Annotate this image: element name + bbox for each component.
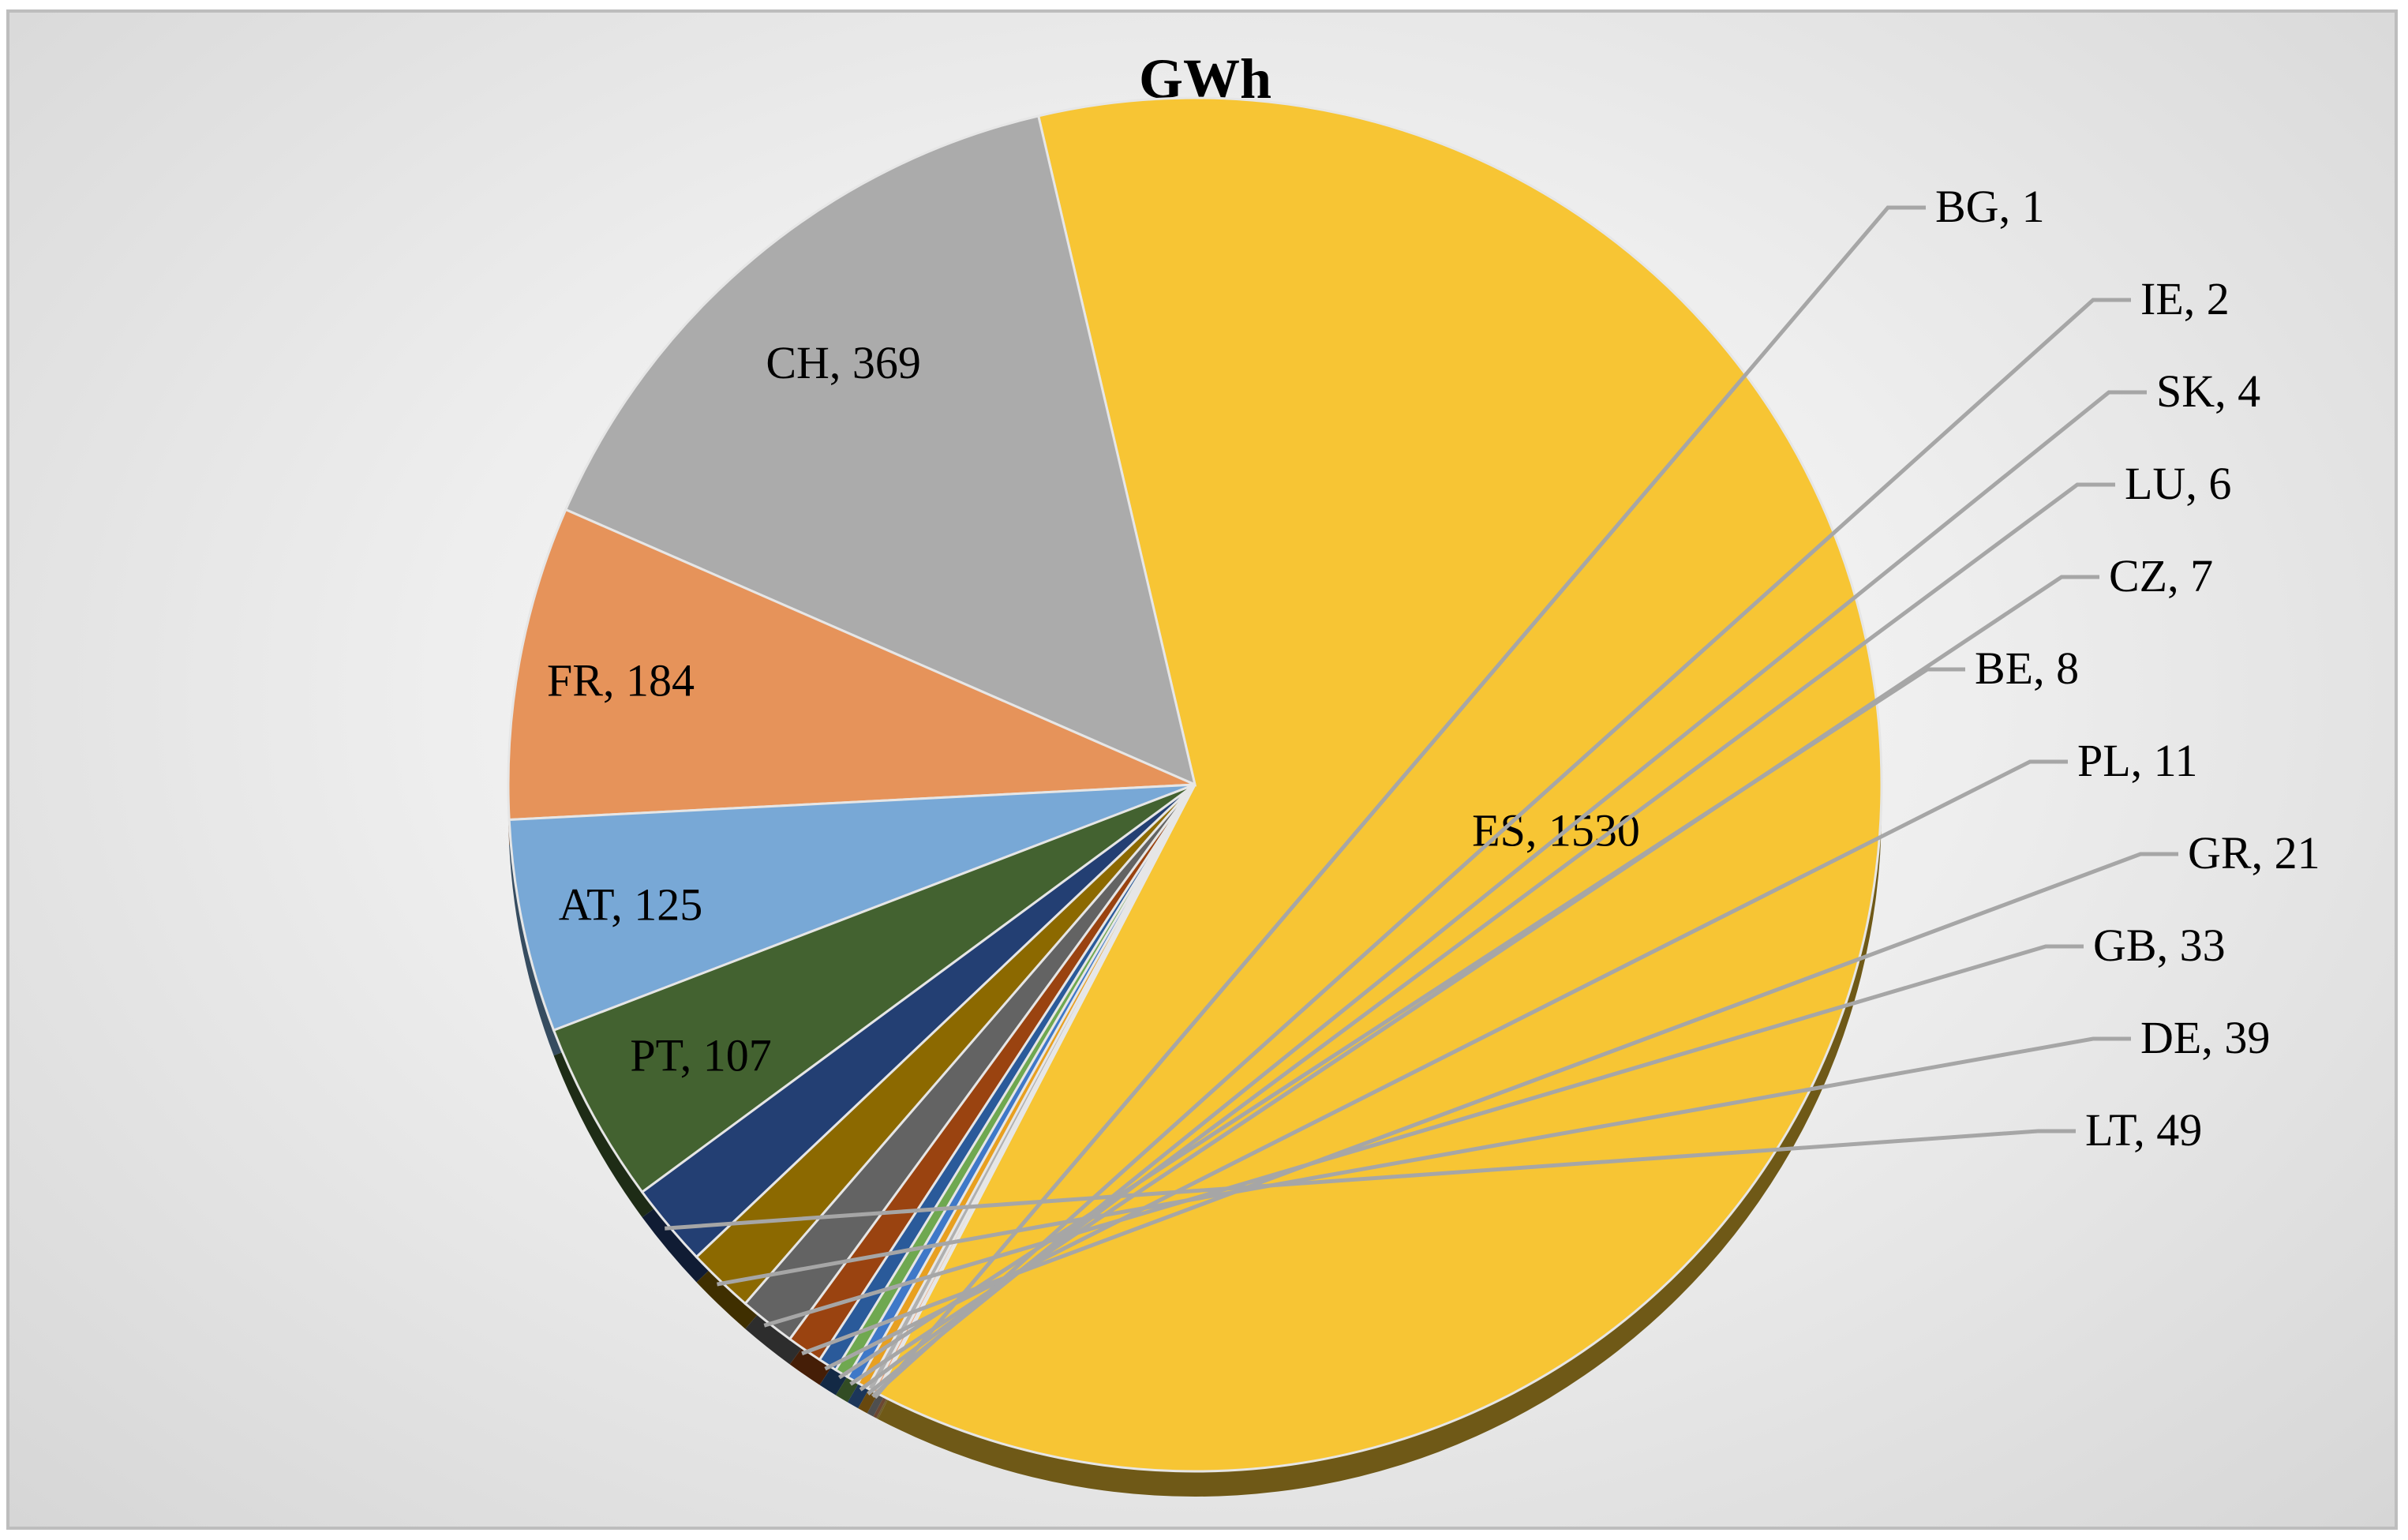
outer-labels: BG, 1 IE, 2 SK, 4 LU, 6 CZ, 7 BE, 8 PL, 11 GR, … (665, 181, 2320, 1399)
slice-label-at: AT, 125 (559, 879, 703, 930)
outer-label-lt: LT, 49 (2085, 1104, 2202, 1156)
outer-label-ie: IE, 2 (2140, 273, 2230, 324)
slice-ch (564, 114, 1197, 787)
slice-pt (552, 783, 1196, 1194)
outer-label-bg: BG, 1 (1935, 181, 2045, 232)
slice-at (507, 783, 1196, 1032)
slice-fr (507, 508, 1196, 822)
slice-label-fr: FR, 184 (547, 654, 695, 706)
slice-label-ch: CH, 369 (766, 337, 921, 388)
leader-line-bg (873, 205, 1926, 1399)
outer-label-pl: PL, 11 (2077, 735, 2198, 786)
leader-line-lt (665, 1129, 2076, 1231)
outer-label-cz: CZ, 7 (2109, 550, 2213, 601)
leader-line-de (717, 1036, 2131, 1287)
outer-label-gb: GB, 33 (2093, 920, 2226, 971)
outer-label-sk: SK, 4 (2156, 365, 2260, 417)
outer-label-be: BE, 8 (1975, 643, 2079, 694)
leader-line-lu (859, 482, 2115, 1392)
leader-line-ie (871, 298, 2131, 1398)
outer-label-gr: GR, 21 (2188, 827, 2320, 879)
leader-line-be (837, 667, 1965, 1380)
outer-label-de: DE, 39 (2140, 1012, 2270, 1063)
leader-line-cz (849, 575, 2099, 1386)
leader-line-pl (824, 759, 2068, 1371)
slice-label-pt: PT, 107 (630, 1029, 771, 1081)
chart-frame: GWh ES, 1530 CH, 369 FR, 184 AT, 125 PT, 107… (6, 9, 2398, 1530)
leader-line-sk (867, 390, 2147, 1396)
slice-es (876, 96, 1883, 1473)
outer-label-lu: LU, 6 (2125, 458, 2231, 509)
